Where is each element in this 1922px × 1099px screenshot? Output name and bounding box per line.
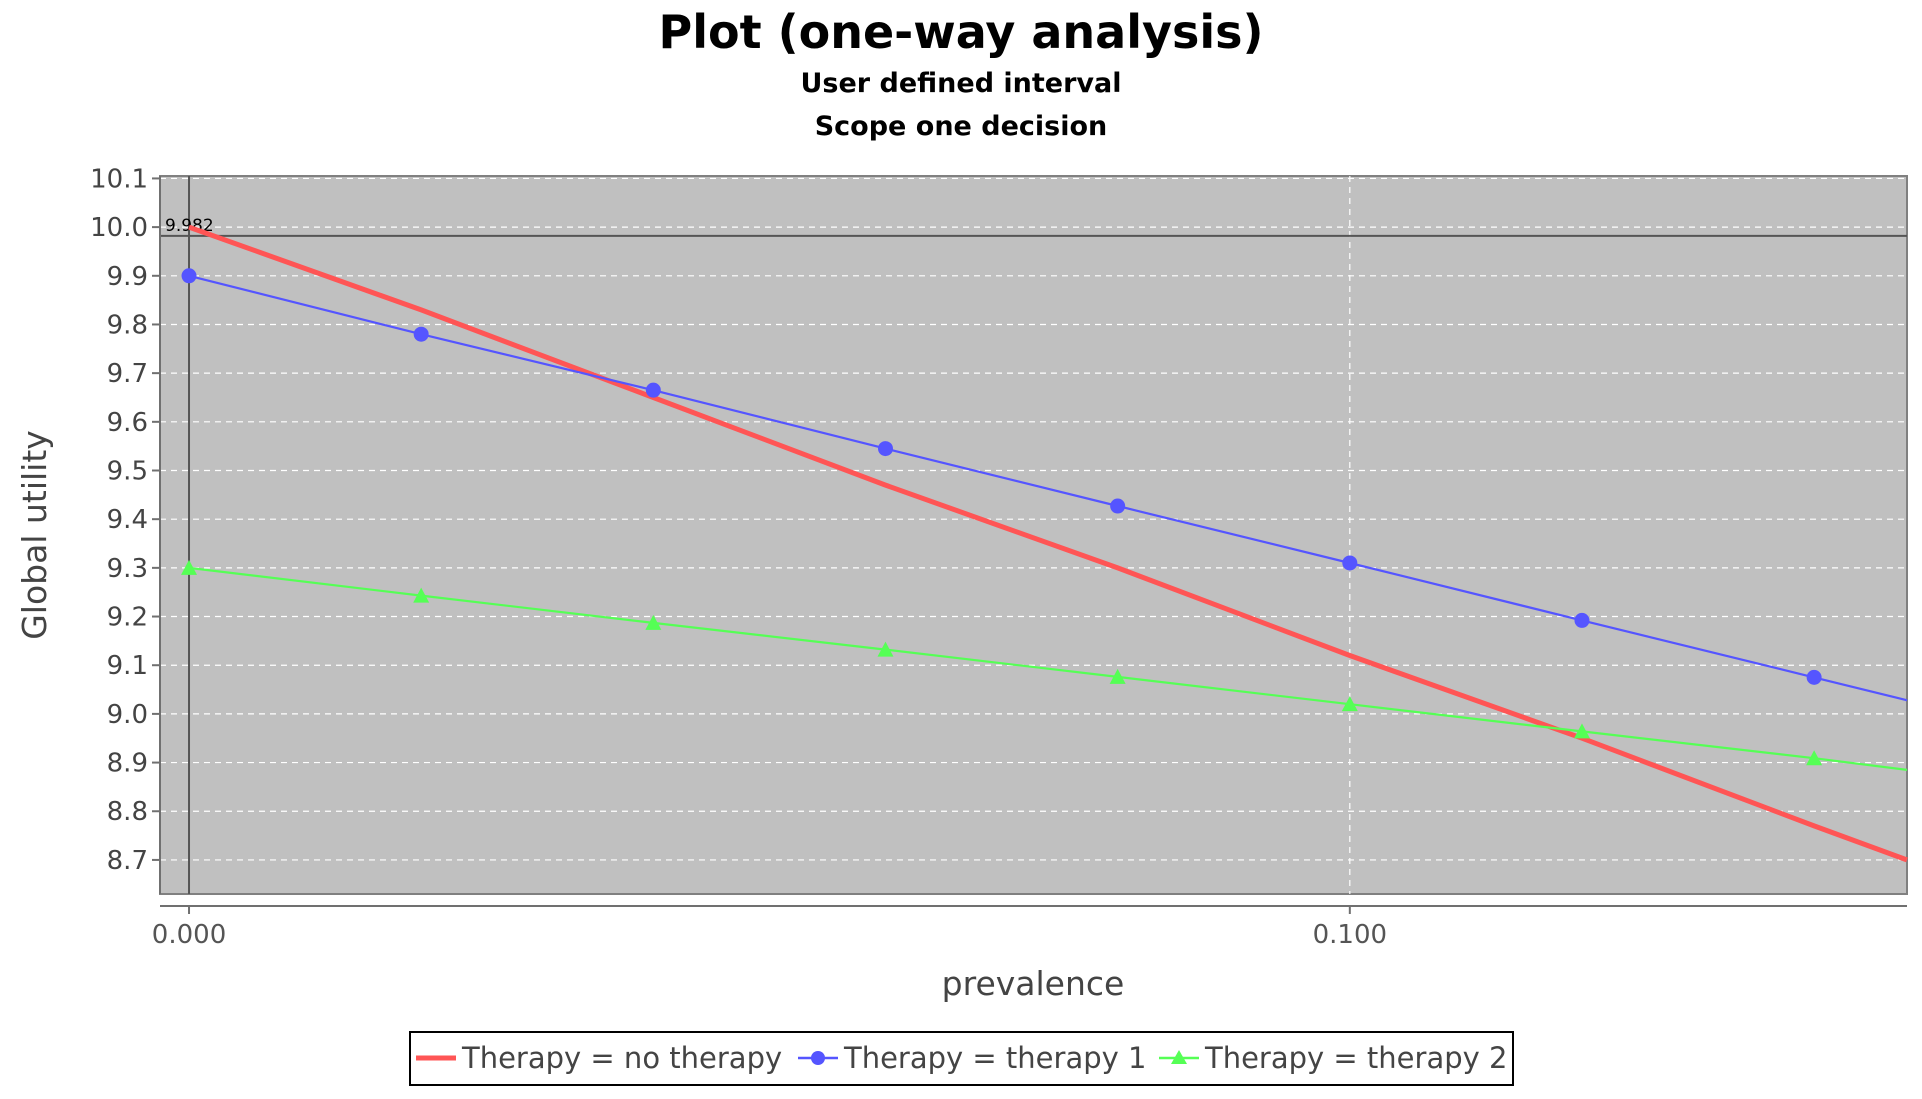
series-0 (188, 224, 1908, 863)
y-tick-label-11: 9.8 (107, 310, 148, 340)
x-axis-label: prevalence (942, 964, 1125, 1003)
series-2-point-6 (1573, 723, 1590, 739)
chart-subtitle-2: Scope one decision (815, 111, 1108, 142)
y-tick-label-3: 9.0 (107, 700, 148, 730)
y-tick-label-2: 8.9 (107, 749, 148, 779)
series-1-point-3 (877, 441, 893, 457)
series-1 (181, 268, 1908, 702)
series-2-point-7 (1806, 750, 1823, 766)
y-tick-label-9: 9.6 (107, 408, 148, 438)
y-tick-label-14: 10.1 (90, 164, 148, 194)
series-1-point-5 (1342, 555, 1358, 571)
chart-subtitle-1: User defined interval (800, 68, 1121, 99)
y-tick-label-4: 9.1 (107, 651, 148, 681)
x-tick-label-1: 0.100 (1313, 920, 1387, 950)
series-group (181, 224, 1908, 863)
plot-area (159, 175, 1908, 895)
series-2-point-0 (181, 559, 198, 575)
series-1-point-4 (1110, 498, 1126, 514)
chart-title: Plot (one-way analysis) (658, 5, 1263, 59)
series-2 (181, 559, 1908, 771)
series-2-point-3 (877, 641, 894, 657)
legend-box (409, 1031, 1514, 1086)
legend-item-0: Therapy = no therapy (416, 1041, 782, 1075)
legend: Therapy = no therapy Therapy = therapy 1 T… (416, 1041, 1507, 1075)
series-1-point-7 (1806, 669, 1822, 685)
x-ticks: 0.000 0.100 (152, 906, 1387, 950)
series-2-point-5 (1341, 696, 1358, 712)
legend-label-1: Therapy = therapy 1 (843, 1041, 1146, 1075)
y-tick-label-12: 9.9 (107, 262, 148, 292)
y-tick-label-8: 9.5 (107, 457, 148, 487)
series-1-point-6 (1574, 612, 1590, 628)
series-2-point-2 (645, 614, 662, 630)
y-tick-label-10: 9.7 (107, 359, 148, 389)
y-tick-label-1: 8.8 (107, 797, 148, 827)
series-1-point-2 (645, 382, 661, 398)
series-1-point-0 (181, 268, 197, 284)
y-tick-label-7: 9.4 (107, 505, 148, 535)
series-line-0 (188, 224, 1908, 863)
y-tick-label-6: 9.3 (107, 554, 148, 584)
y-tick-label-13: 10.0 (90, 213, 148, 243)
series-2-point-4 (1109, 668, 1126, 684)
x-tick-label-0: 0.000 (152, 920, 226, 950)
legend-marker-2 (1171, 1050, 1187, 1064)
legend-marker-1 (811, 1051, 825, 1065)
y-tick-label-0: 8.7 (107, 846, 148, 876)
legend-label-2: Therapy = therapy 2 (1204, 1041, 1507, 1075)
y-ticks: 8.7 8.8 8.9 9.0 9.1 9.2 9.3 9.4 9.5 9.6 9.7 9.8 9.9 1… (90, 164, 160, 876)
gridlines (160, 176, 1907, 894)
y-axis-label: Global utility (15, 430, 54, 640)
series-2-point-1 (413, 587, 430, 603)
series-1-point-1 (413, 326, 429, 342)
legend-item-1: Therapy = therapy 1 (798, 1041, 1146, 1075)
legend-item-2: Therapy = therapy 2 (1159, 1041, 1507, 1075)
legend-label-0: Therapy = no therapy (461, 1041, 782, 1075)
y-tick-label-5: 9.2 (107, 603, 148, 633)
reference-line-group: 9.982 (160, 176, 1907, 894)
